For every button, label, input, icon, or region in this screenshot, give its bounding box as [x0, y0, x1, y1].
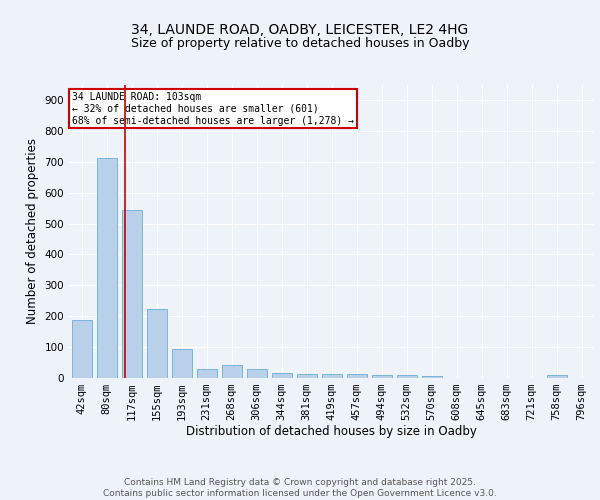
- Text: 34, LAUNDE ROAD, OADBY, LEICESTER, LE2 4HG: 34, LAUNDE ROAD, OADBY, LEICESTER, LE2 4…: [131, 22, 469, 36]
- X-axis label: Distribution of detached houses by size in Oadby: Distribution of detached houses by size …: [186, 426, 477, 438]
- Bar: [247, 370, 266, 378]
- Text: 34 LAUNDE ROAD: 103sqm
← 32% of detached houses are smaller (601)
68% of semi-de: 34 LAUNDE ROAD: 103sqm ← 32% of detached…: [71, 92, 353, 126]
- Y-axis label: Number of detached properties: Number of detached properties: [26, 138, 39, 324]
- Text: Contains HM Land Registry data © Crown copyright and database right 2025.
Contai: Contains HM Land Registry data © Crown c…: [103, 478, 497, 498]
- Bar: [397, 375, 416, 378]
- Bar: [121, 210, 142, 378]
- Bar: [322, 374, 341, 378]
- Bar: [547, 376, 566, 378]
- Bar: [97, 158, 116, 378]
- Bar: [421, 376, 442, 378]
- Bar: [371, 375, 392, 378]
- Bar: [71, 320, 91, 378]
- Bar: [271, 374, 292, 378]
- Bar: [172, 350, 191, 378]
- Bar: [296, 374, 317, 378]
- Bar: [347, 374, 367, 378]
- Text: Size of property relative to detached houses in Oadby: Size of property relative to detached ho…: [131, 38, 469, 51]
- Bar: [197, 368, 217, 378]
- Bar: [221, 365, 241, 378]
- Bar: [146, 308, 167, 378]
